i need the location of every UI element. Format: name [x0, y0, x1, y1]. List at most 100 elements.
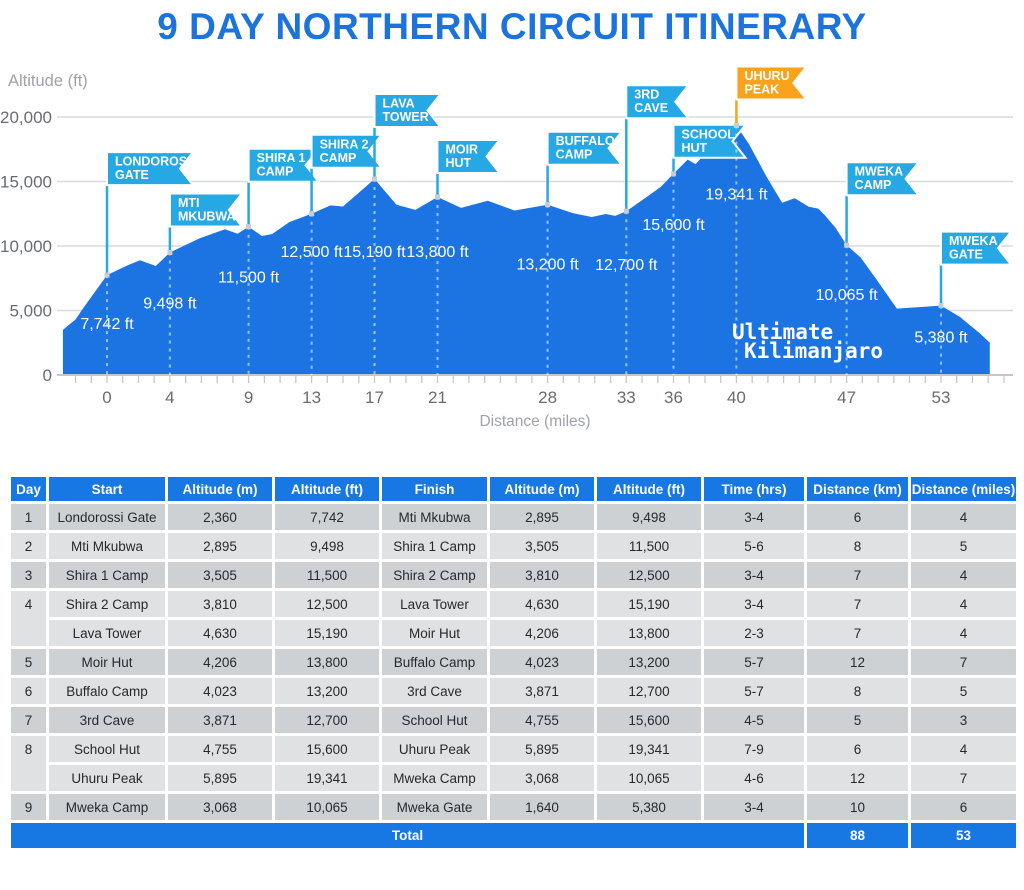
table-cell: 5-7: [701, 646, 807, 678]
altitude-value-label: 11,500 ft: [218, 270, 280, 287]
column-header: Day: [8, 474, 49, 504]
table-cell: 2-3: [701, 617, 807, 649]
column-header: Altitude (m): [487, 474, 597, 504]
table-cell: 2,895: [165, 530, 275, 562]
x-tick-label: 47: [837, 388, 856, 407]
table-cell: 4: [908, 501, 1019, 533]
table-cell: 11,500: [594, 530, 704, 562]
flag-label-line2: CAMP: [855, 178, 892, 192]
flag-banner-icon: [940, 230, 1014, 266]
column-header: Time (hrs): [701, 474, 807, 504]
table-cell: 3,505: [487, 530, 597, 562]
total-row: Total 88 53: [8, 820, 1019, 851]
flag-banner-icon: [546, 130, 624, 166]
flag-banner-icon: [845, 161, 921, 197]
table-cell: 15,600: [594, 704, 704, 736]
table-cell: Mweka Camp: [46, 791, 168, 823]
flag-label-line2: MKUBWA: [178, 210, 236, 224]
table-cell: 3,068: [487, 762, 597, 794]
table-cell: 12,700: [594, 675, 704, 707]
altitude-value-label: 12,700 ft: [595, 257, 658, 274]
y-tick-label: 0: [43, 366, 52, 385]
table-cell: 8: [804, 675, 911, 707]
table-cell: 6: [804, 501, 911, 533]
data-point-marker: [671, 171, 676, 177]
column-header: Altitude (ft): [272, 474, 382, 504]
flag-label-line1: SCHOOL: [681, 127, 735, 141]
flag-label-line2: TOWER: [383, 110, 429, 124]
table-cell: Mweka Camp: [379, 762, 490, 794]
table-cell: 5: [908, 675, 1019, 707]
x-tick-label: 36: [664, 388, 683, 407]
altitude-value-label: 7,742 ft: [80, 316, 134, 333]
table-cell: 10,065: [594, 762, 704, 794]
table-cell: Shira 1 Camp: [46, 559, 168, 591]
flag-label-line1: SHIRA 2: [320, 137, 369, 151]
table-cell: 3,871: [165, 704, 275, 736]
table-cell: 3,810: [487, 559, 597, 591]
flag-banner-icon: [436, 139, 502, 174]
table-cell: Moir Hut: [379, 617, 490, 649]
table-row: 5 Moir Hut 4,206 13,800 Buffalo Camp 4,023 13,…: [8, 646, 1019, 678]
data-point-marker: [309, 211, 315, 217]
flag-label-line2: HUT: [445, 156, 471, 170]
table-row: 2 Mti Mkubwa 2,895 9,498 Shira 1 Camp 3,505 11…: [8, 530, 1019, 562]
total-km-cell: 88: [804, 820, 911, 851]
data-point-marker: [623, 208, 629, 214]
flag-banner-icon: [168, 192, 245, 228]
data-point-marker: [167, 250, 173, 255]
table-cell: 15,190: [272, 617, 382, 649]
table-cell: 3,505: [165, 559, 275, 591]
data-point-marker: [435, 194, 440, 200]
flag-banner-icon: [625, 84, 691, 120]
data-point-marker: [372, 176, 377, 182]
altitude-value-label: 15,600 ft: [642, 217, 705, 234]
table-cell: Shira 2 Camp: [46, 588, 168, 620]
table-cell: 11,500: [272, 559, 382, 591]
flag-label-line1: LONDOROSSI: [115, 155, 199, 169]
flag-label-line1: 3RD: [634, 88, 659, 102]
y-tick-label: 5,000: [9, 302, 52, 321]
table-cell: 3rd Cave: [46, 704, 168, 736]
data-point-marker: [246, 224, 252, 230]
table-cell: 7: [908, 646, 1019, 678]
table-cell: Moir Hut: [46, 646, 168, 678]
y-axis-title: Altitude (ft): [8, 72, 88, 90]
x-tick-label: 28: [538, 388, 557, 407]
x-tick-label: 0: [102, 388, 111, 407]
table-cell: 1,640: [487, 791, 597, 823]
table-cell: 4: [908, 617, 1019, 649]
table-cell: 4,755: [165, 733, 275, 765]
table-cell: 3-4: [701, 559, 807, 591]
flag-label-line2: PEAK: [744, 83, 779, 97]
table-cell: 3-4: [701, 588, 807, 620]
table-cell: Mti Mkubwa: [379, 501, 490, 533]
table-row: 6 Buffalo Camp 4,023 13,200 3rd Cave 3,871 12,…: [8, 675, 1019, 707]
table-cell: 4: [908, 559, 1019, 591]
table-cell: 3,871: [487, 675, 597, 707]
table-cell: 12,500: [272, 588, 382, 620]
x-tick-label: 33: [617, 388, 636, 407]
table-cell: 3-4: [701, 501, 807, 533]
x-tick-label: 21: [428, 388, 447, 407]
x-tick-label: 4: [165, 388, 174, 407]
flag-label-line2: CAMP: [556, 148, 593, 162]
table-cell: Uhuru Peak: [46, 762, 168, 794]
y-tick-label: 15,000: [0, 173, 52, 192]
x-axis-title: Distance (miles): [479, 413, 590, 430]
total-label-cell: Total: [8, 820, 807, 851]
table-cell: 2,360: [165, 501, 275, 533]
table-cell: 4,630: [165, 617, 275, 649]
table-cell: Lava Tower: [379, 588, 490, 620]
table-cell: 5-6: [701, 530, 807, 562]
x-tick-label: 9: [244, 388, 253, 407]
day-cell: 9: [8, 791, 49, 823]
table-row: 7 3rd Cave 3,871 12,700 School Hut 4,755 15,60…: [8, 704, 1019, 736]
altitude-value-label: 12,500 ft: [280, 244, 343, 261]
column-header: Altitude (ft): [594, 474, 704, 504]
